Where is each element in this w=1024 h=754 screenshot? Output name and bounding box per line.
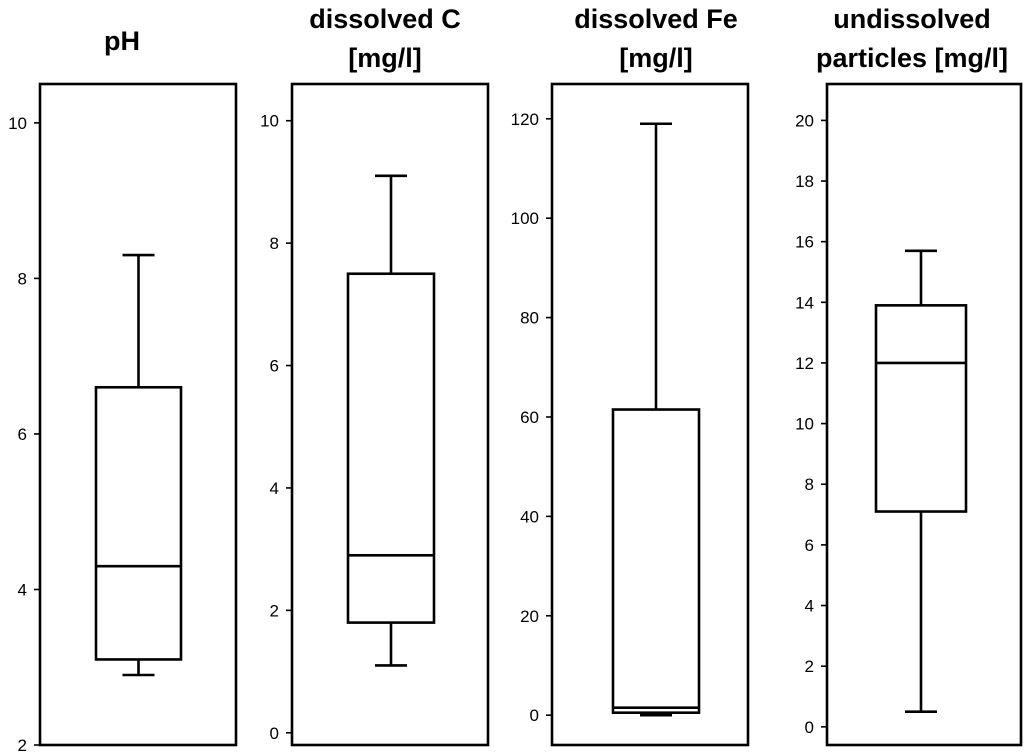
panel-1-frame <box>38 82 238 747</box>
panel-1-iqr-box <box>94 385 183 661</box>
panel-3-tick-label: 60 <box>520 408 539 427</box>
panel-2-tick-label: 0 <box>270 724 279 743</box>
panel-2-tick-label: 6 <box>270 357 279 376</box>
panel-3-tick-label: 0 <box>530 706 539 725</box>
panel-1-tick-label: 2 <box>18 736 27 754</box>
panel-2-title-line-1: dissolved C <box>309 4 461 34</box>
panel-2-iqr-box <box>346 272 436 624</box>
panel-1-title-line-1: pH <box>104 26 140 56</box>
panel-4-tick-label: 20 <box>795 111 814 130</box>
panel-3-tick-label: 80 <box>520 309 539 328</box>
panel-4-frame <box>825 82 1023 747</box>
panel-1-tick-label: 6 <box>18 425 27 444</box>
panel-4-tick-label: 12 <box>795 354 814 373</box>
panel-2-tick-label: 2 <box>270 601 279 620</box>
panel-4-tick-label: 14 <box>795 293 814 312</box>
panel-3-title-line-1: dissolved Fe <box>574 4 738 34</box>
panel-3-iqr-box <box>611 408 701 714</box>
panel-3-tick-label: 100 <box>511 209 539 228</box>
panel-2-frame <box>290 82 490 747</box>
panel-4-title-line-2: particles [mg/l] <box>816 43 1008 73</box>
panel-3-tick-label: 20 <box>520 607 539 626</box>
panel-4-tick-label: 4 <box>805 597 814 616</box>
panel-4-title-line-1: undissolved <box>833 4 991 34</box>
panel-1-tick-label: 10 <box>8 114 27 133</box>
panel-4-tick-label: 10 <box>795 415 814 434</box>
panel-4-tick-label: 18 <box>795 172 814 191</box>
panel-1-tick-label: 8 <box>18 269 27 288</box>
panel-4-tick-label: 2 <box>805 657 814 676</box>
panel-4-tick-label: 16 <box>795 233 814 252</box>
panel-2-tick-label: 8 <box>270 234 279 253</box>
panel-3-tick-label: 40 <box>520 507 539 526</box>
panel-3-tick-label: 120 <box>511 110 539 129</box>
panel-4-tick-label: 8 <box>805 475 814 494</box>
panel-4-tick-label: 0 <box>805 718 814 737</box>
panel-2-tick-label: 10 <box>260 112 279 131</box>
panel-3-title-line-2: [mg/l] <box>619 43 693 73</box>
panel-4-tick-label: 6 <box>805 536 814 555</box>
panel-4-iqr-box <box>874 304 968 513</box>
panel-3-frame <box>550 82 750 747</box>
panel-2-tick-label: 4 <box>270 479 279 498</box>
panel-1-tick-label: 4 <box>18 580 27 599</box>
panel-2-title-line-2: [mg/l] <box>348 43 422 73</box>
